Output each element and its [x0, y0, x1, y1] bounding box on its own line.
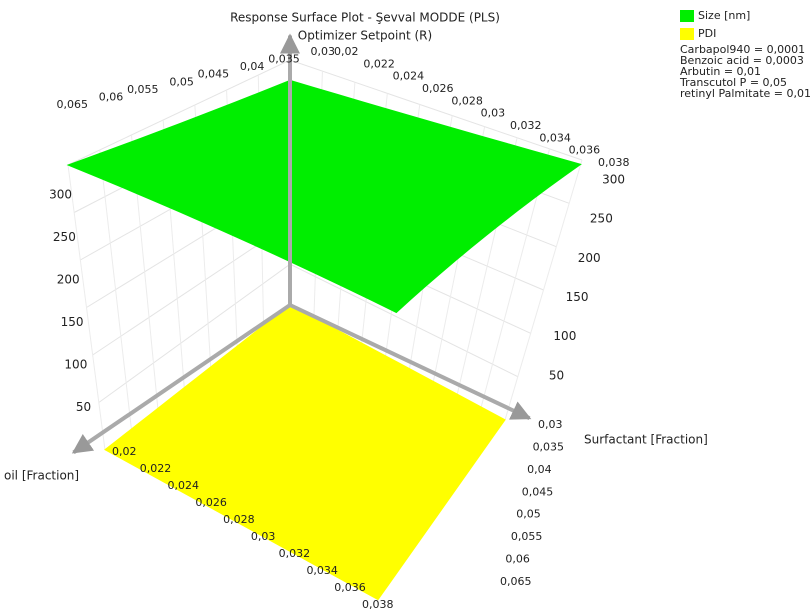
y-tick-label: 0,06	[99, 90, 124, 103]
annotation: Transcutol P = 0,05	[679, 76, 787, 89]
x-tick-label: 0,032	[279, 547, 311, 560]
legend-label: PDI	[698, 27, 716, 40]
x-tick-label: 0,028	[223, 513, 255, 526]
z-tick-label: 300	[49, 188, 72, 202]
x-axis-title: oil [Fraction]	[4, 469, 79, 483]
x-tick-label: 0,036	[569, 144, 601, 157]
x-tick-label: 0,026	[195, 496, 227, 509]
legend-swatch	[680, 28, 694, 40]
y-axis-title: Surfactant [Fraction]	[584, 433, 708, 447]
chart-subtitle: Optimizer Setpoint (R)	[298, 29, 432, 43]
y-tick-label: 0,065	[57, 98, 89, 111]
surfaces	[66, 79, 582, 601]
axis-line	[289, 303, 532, 421]
y-tick-label: 0,04	[527, 463, 552, 476]
x-tick-label: 0,036	[334, 581, 366, 594]
x-tick-label: 0,02	[334, 45, 359, 58]
x-tick-label: 0,028	[451, 94, 483, 107]
y-tick-label: 0,06	[505, 553, 530, 566]
x-tick-label: 0,034	[539, 131, 571, 144]
x-tick-label: 0,026	[422, 82, 454, 95]
legend: Size [nm] PDI Carbapol940 = 0,0001Benzoic …	[679, 9, 811, 100]
y-tick-label: 0,045	[522, 485, 554, 498]
y-tick-label: 0,03	[311, 45, 336, 58]
x-tick-label: 0,02	[112, 445, 137, 458]
annotation: Arbutin = 0,01	[680, 65, 761, 78]
axes	[71, 33, 532, 455]
chart-title: Response Surface Plot - Şevval MODDE (PL…	[230, 11, 500, 25]
z-tick-label: 300	[602, 173, 625, 187]
y-tick-label: 0,05	[169, 75, 194, 88]
x-tick-label: 0,024	[393, 70, 425, 83]
z-tick-label: 50	[549, 368, 564, 382]
grid-line	[67, 164, 106, 451]
legend-swatch	[680, 10, 694, 22]
x-tick-label: 0,03	[251, 530, 276, 543]
x-tick-label: 0,034	[306, 564, 338, 577]
y-tick-label: 0,045	[198, 68, 230, 81]
labels: 0,020,020,0220,0220,0240,0240,0260,0260,…	[49, 45, 629, 611]
y-tick-label: 0,055	[511, 530, 543, 543]
z-tick-label: 150	[566, 290, 589, 304]
x-tick-label: 0,024	[168, 479, 200, 492]
z-tick-label: 50	[76, 400, 91, 414]
grid-line	[99, 149, 132, 430]
grid-line	[504, 159, 583, 421]
x-tick-label: 0,038	[362, 598, 394, 611]
y-tick-label: 0,04	[240, 60, 265, 73]
z-tick-label: 250	[590, 212, 613, 226]
annotation: retinyl Palmitate = 0,01	[680, 87, 811, 100]
y-tick-label: 0,035	[533, 440, 565, 453]
x-tick-label: 0,022	[363, 57, 395, 70]
y-tick-label: 0,05	[516, 508, 541, 521]
x-tick-label: 0,038	[598, 156, 630, 169]
legend-label: Size [nm]	[698, 9, 750, 22]
x-tick-label: 0,022	[140, 462, 172, 475]
annotation: Carbapol940 = 0,0001	[680, 43, 805, 56]
axis-line	[71, 303, 292, 455]
y-tick-label: 0,065	[500, 575, 532, 588]
x-tick-label: 0,03	[481, 107, 506, 120]
y-tick-label: 0,035	[268, 53, 300, 66]
z-tick-label: 200	[57, 273, 80, 287]
surface	[66, 79, 582, 314]
y-tick-label: 0,03	[538, 418, 563, 431]
surface	[104, 304, 506, 601]
z-tick-label: 150	[61, 315, 84, 329]
y-tick-label: 0,055	[127, 83, 159, 96]
z-tick-label: 100	[64, 358, 87, 372]
z-tick-label: 100	[553, 329, 576, 343]
z-tick-label: 200	[578, 251, 601, 265]
z-tick-label: 250	[53, 230, 76, 244]
x-tick-label: 0,032	[510, 119, 542, 132]
annotation: Benzoic acid = 0,0003	[680, 54, 804, 67]
